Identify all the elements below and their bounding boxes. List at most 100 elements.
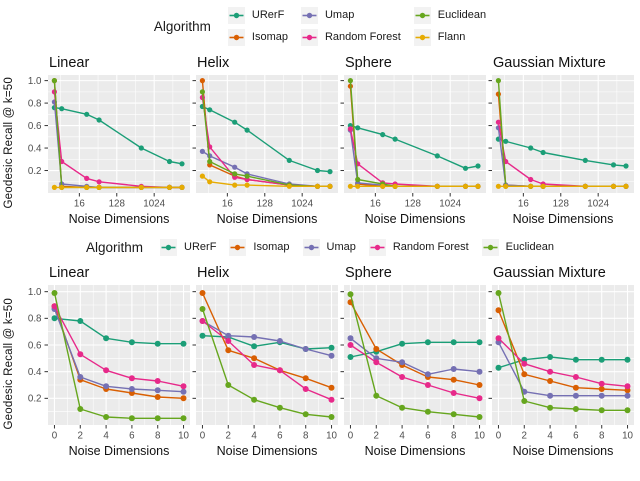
series-random-forest [347, 342, 483, 402]
x-tick-label: 16 [370, 199, 381, 210]
x-tick-label: 0 [52, 431, 58, 442]
series-euclidean [199, 306, 335, 420]
panel-titles-bottom: Linear Helix Sphere Gaussian Mixture [0, 261, 640, 283]
x-tick-label: 2 [374, 431, 379, 442]
legend-entry-isomap: Isomap [227, 28, 288, 46]
legend-entry-random-forest: Random Forest [300, 28, 401, 46]
series-euclidean [51, 290, 187, 422]
xlabels-bottom: Noise Dimensions Noise Dimensions Noise Di… [0, 444, 640, 461]
panel-title-helix: Helix [197, 265, 230, 281]
y-axis-label-cell: Geodesic Recall @ k=50 [2, 285, 16, 443]
series-umap [347, 335, 483, 378]
legend-entry-euclidean: Euclidean [481, 238, 554, 256]
plot-area [196, 75, 338, 193]
panel-title-helix: Helix [197, 55, 230, 71]
legend-entry-isomap: Isomap [229, 238, 290, 256]
x-tick-label: 1024 [439, 199, 461, 210]
x-tick-label: 8 [599, 431, 605, 442]
legend-algorithm-bottom: Algorithm URerF Isomap Umap Random Forest Euc… [0, 235, 640, 259]
x-tick-label: 10 [178, 431, 189, 442]
series-flann [347, 183, 481, 189]
legend-column: Euclidean Flann [413, 6, 486, 46]
legend-column: Isomap [229, 238, 290, 256]
x-tick-label: 128 [553, 199, 570, 210]
x-axis-label: Noise Dimensions [68, 212, 170, 226]
y-axis-label: Geodesic Recall @ k=50 [3, 298, 15, 430]
y-tick-label: 0.2 [28, 166, 42, 177]
isomap-line-marker-icon [229, 238, 247, 256]
legend-label: Umap [324, 9, 355, 21]
x-tick-label: 1024 [291, 199, 313, 210]
random-forest-line-marker-icon [300, 28, 318, 46]
legend-column: Random Forest [368, 238, 469, 256]
chart-svg-gaussian-mixture: 16 128 1024 [488, 75, 634, 210]
x-axis-label: Noise Dimensions [364, 212, 466, 226]
x-tick-label: 128 [257, 199, 274, 210]
panel-title-linear: Linear [49, 265, 90, 281]
x-tick-label: 0 [200, 431, 206, 442]
chart-svg-helix: 16 128 1024 [192, 75, 338, 210]
legend-column: URerF Isomap [227, 6, 288, 46]
x-tick-label: 128 [405, 199, 422, 210]
y-tick-label: 1.0 [28, 287, 42, 298]
x-axis-label: Noise Dimensions [216, 444, 318, 458]
x-tick-label: 8 [155, 431, 161, 442]
x-tick-label: 16 [74, 199, 85, 210]
series-euclidean [495, 290, 631, 414]
x-tick-label: 2 [522, 431, 527, 442]
legend-label: URerF [184, 241, 217, 253]
plot-area [492, 75, 634, 193]
y-tick-label: 0.4 [28, 367, 42, 378]
panel-title-linear: Linear [49, 55, 90, 71]
x-tick-label: 8 [451, 431, 457, 442]
x-axis-label: Noise Dimensions [364, 444, 466, 458]
series-urerf [347, 339, 483, 360]
series-urerf [347, 123, 481, 171]
chart-svg-helix: 0 2 4 6 8 10 [192, 285, 338, 442]
x-tick-label: 1024 [587, 199, 609, 210]
legend-entry-euclidean: Euclidean [413, 6, 486, 24]
y-tick-label: 0.4 [28, 143, 42, 154]
x-axis-label: Noise Dimensions [68, 444, 170, 458]
legend-label: Euclidean [505, 241, 554, 253]
x-tick-label: 4 [399, 431, 405, 442]
y-axis-label: Geodesic Recall @ k=50 [3, 77, 15, 209]
legend-label: Flann [437, 31, 466, 43]
legend-entry-urerf: URerF [160, 238, 217, 256]
x-tick-label: 128 [109, 199, 126, 210]
umap-line-marker-icon [300, 6, 318, 24]
legend-entry-random-forest: Random Forest [368, 238, 469, 256]
panel-title-gaussian-mixture: Gaussian Mixture [493, 55, 606, 71]
series-euclidean [347, 291, 483, 420]
x-axis-label: Noise Dimensions [216, 212, 318, 226]
legend-entry-urerf: URerF [227, 6, 288, 24]
legend-title: Algorithm [86, 239, 144, 255]
chart-svg-sphere: 0 2 4 6 8 10 [340, 285, 486, 442]
x-tick-label: 8 [303, 431, 309, 442]
x-tick-label: 1024 [143, 199, 165, 210]
series-flann [199, 173, 333, 189]
legend-entry-umap: Umap [300, 6, 401, 24]
legend-label: Isomap [251, 31, 288, 43]
y-tick-label: 0.8 [28, 314, 42, 325]
panel-title-gaussian-mixture: Gaussian Mixture [493, 265, 606, 281]
x-tick-label: 10 [474, 431, 485, 442]
series-isomap [347, 299, 483, 388]
y-tick-label: 0.2 [28, 394, 42, 405]
legend-label: Umap [326, 241, 356, 253]
chart-svg-gaussian-mixture: 0 2 4 6 8 10 [488, 285, 634, 442]
x-tick-label: 16 [518, 199, 529, 210]
legend-column: Umap [302, 238, 356, 256]
series-urerf [51, 315, 187, 347]
charts-row-top: Geodesic Recall @ k=50 0.2 0.4 0.6 0.8 1.0 16 1… [0, 75, 640, 211]
xlabels-top: Noise Dimensions Noise Dimensions Noise Di… [0, 212, 640, 229]
series-random-forest [51, 303, 187, 390]
series-random-forest [199, 318, 335, 403]
x-tick-label: 6 [129, 431, 135, 442]
series-random-forest [495, 335, 631, 390]
x-tick-label: 4 [251, 431, 257, 442]
urerf-line-marker-icon [160, 238, 178, 256]
charts-row-bottom: Geodesic Recall @ k=50 0.2 0.4 0.6 0.8 1.0 0 2 4… [0, 285, 640, 443]
random-forest-line-marker-icon [368, 238, 386, 256]
